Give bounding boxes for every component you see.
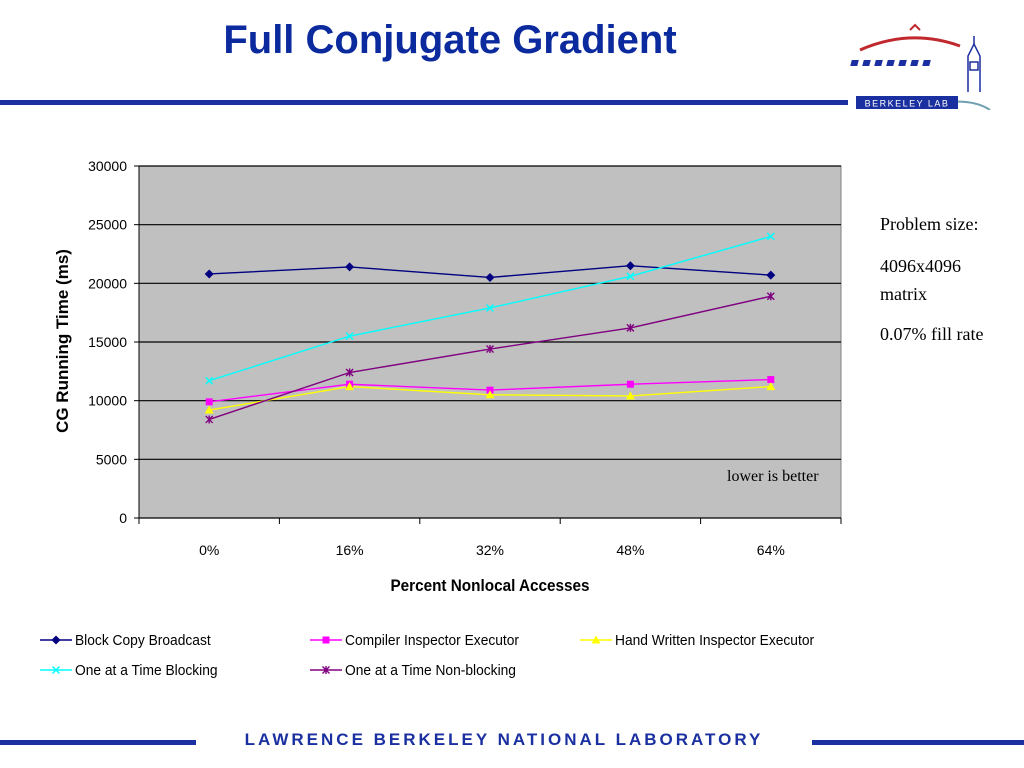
data-point	[205, 398, 213, 406]
x-tick-label: 0%	[199, 542, 219, 558]
slide-title: Full Conjugate Gradient	[223, 18, 677, 62]
data-point	[486, 386, 494, 394]
data-point	[766, 232, 775, 241]
y-tick-label: 20000	[88, 275, 127, 291]
y-tick-label: 30000	[88, 158, 127, 174]
legend-label: Block Copy Broadcast	[75, 633, 211, 650]
data-point	[485, 272, 495, 282]
data-point	[204, 269, 214, 279]
data-point	[485, 303, 495, 313]
header-rule	[0, 100, 848, 105]
data-point	[345, 382, 355, 391]
y-tick-label: 0	[119, 510, 127, 526]
x-tick-label: 48%	[616, 542, 644, 558]
footer-rule-left	[0, 740, 196, 745]
data-point	[205, 415, 214, 424]
legend-label: Compiler Inspector Executor	[345, 633, 519, 650]
problem-size-label: Problem size:	[880, 214, 979, 234]
y-axis-label: CG Running Time (ms)	[53, 249, 72, 433]
running-time-chart: 0 5000 10000 15000 20000 25000 30000 0% 16% 32% 4…	[40, 158, 842, 680]
data-point	[766, 270, 776, 280]
legend-marker	[322, 636, 330, 644]
y-tick-label: 25000	[88, 217, 127, 233]
y-tick-label: 5000	[96, 451, 127, 467]
y-tick-label: 15000	[88, 334, 127, 350]
footer-rule-right	[812, 740, 1024, 745]
data-point	[767, 376, 775, 384]
x-tick-label: 64%	[757, 542, 785, 558]
berkeley-lab-logo: Berkeley Lab	[850, 22, 995, 111]
data-point	[345, 368, 354, 377]
footer-text: Lawrence Berkeley National Laboratory	[244, 730, 764, 749]
legend-marker	[51, 635, 61, 645]
x-tick-label: 32%	[476, 542, 504, 558]
legend-marker	[322, 666, 330, 674]
data-point	[626, 272, 635, 281]
matrix-word: matrix	[880, 284, 927, 304]
data-point	[485, 390, 495, 399]
berkeley-lab-logo-icon: Berkeley Lab	[850, 23, 991, 111]
legend-label: One at a Time Non-blocking	[345, 663, 516, 680]
logo-text: Berkeley Lab	[865, 99, 950, 109]
data-point	[345, 332, 354, 341]
legend-label: One at a Time Blocking	[75, 663, 218, 680]
data-point	[625, 391, 635, 400]
legend-label: Hand Written Inspector Executor	[615, 633, 814, 650]
data-point	[345, 262, 355, 272]
data-point	[626, 380, 634, 388]
lower-is-better-note: lower is better	[727, 468, 819, 485]
data-point	[205, 376, 214, 385]
legend-marker	[591, 635, 601, 644]
data-point	[766, 382, 776, 391]
data-point	[625, 261, 635, 271]
x-axis-label: Percent Nonlocal Accesses	[390, 576, 589, 595]
data-point	[766, 292, 775, 301]
data-point	[204, 405, 214, 414]
fill-rate: 0.07% fill rate	[880, 324, 984, 344]
x-tick-label: 16%	[336, 542, 364, 558]
legend-marker	[51, 665, 61, 675]
y-tick-label: 10000	[88, 393, 127, 409]
data-point	[486, 345, 494, 354]
matrix-size: 4096x4096	[880, 256, 961, 276]
data-point	[626, 323, 635, 332]
